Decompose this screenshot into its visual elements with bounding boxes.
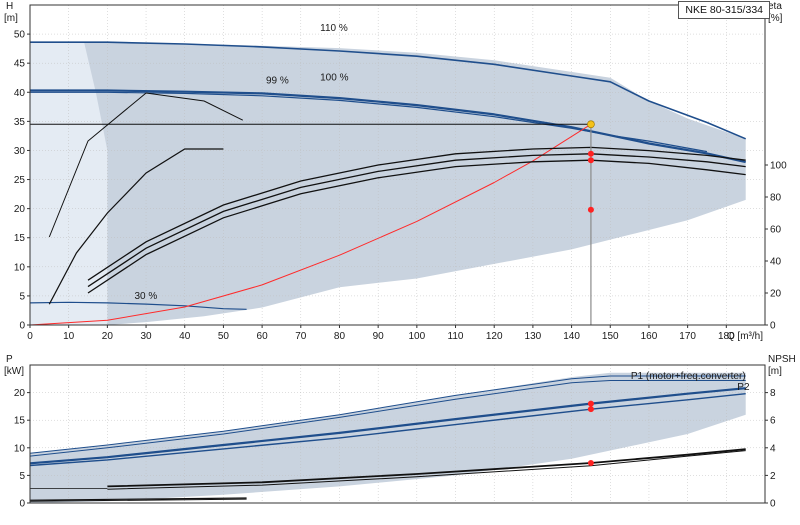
xtick-label: 70 — [295, 331, 307, 342]
head-ytick-label: 15 — [14, 233, 26, 244]
power-marker — [587, 406, 594, 413]
power-ytick-label: 20 — [14, 388, 26, 399]
head-y2label: eta — [768, 1, 782, 12]
power-series-P2-110 — [29, 380, 746, 457]
head-y2tick-label: 40 — [770, 257, 782, 268]
efficiency-eta-100c — [87, 153, 746, 288]
head-series-speed-100 — [30, 89, 746, 164]
power-ylabel: P — [6, 354, 13, 365]
speed-label: 100 % — [320, 73, 348, 84]
head-y2tick-label: 0 — [770, 321, 776, 332]
xtick-label: 80 — [334, 331, 346, 342]
head-ytick-label: 5 — [19, 291, 25, 302]
xtick-label: 110 — [448, 331, 464, 342]
power-y2label: NPSH — [768, 354, 796, 365]
series-label: P1 (motor+freq.converter) — [631, 371, 746, 382]
head-y2tick-label: 100 — [770, 161, 787, 172]
head-ytick-label: 20 — [14, 204, 26, 215]
power-y2tick-label: 8 — [770, 388, 776, 399]
power-y2tick-label: 2 — [770, 471, 776, 482]
xtick-label: 50 — [218, 331, 230, 342]
xtick-label: 90 — [373, 331, 385, 342]
xtick-label: 140 — [563, 331, 580, 342]
power-ytick-label: 15 — [14, 416, 26, 427]
panel-head — [27, 4, 768, 328]
head-ytick-label: 30 — [14, 146, 26, 157]
head-y2tick-label: 20 — [770, 289, 782, 300]
head-yunit: [m] — [4, 13, 18, 24]
head-ytick-label: 35 — [14, 117, 26, 128]
head-series-system-curve — [29, 123, 592, 326]
head-y2tick-label: 80 — [770, 193, 782, 204]
speed-label: 99 % — [266, 76, 289, 87]
power-series-P1-100 — [29, 387, 746, 465]
efficiency-eta-99 — [87, 159, 746, 294]
xtick-label: 30 — [140, 331, 152, 342]
power-y2unit: [m] — [768, 366, 782, 377]
pump-model-title: NKE 80-315/334 — [678, 1, 770, 19]
head-ytick-label: 0 — [19, 321, 25, 332]
npsh-npsh-b — [107, 450, 746, 490]
xtick-label: 20 — [102, 331, 114, 342]
head-ylabel: H — [6, 1, 13, 12]
xtick-label: 130 — [525, 331, 542, 342]
power-marker — [587, 459, 594, 466]
power-y2tick-label: 0 — [770, 499, 776, 510]
efficiency-eta-100a — [48, 148, 224, 305]
power-y2tick-label: 4 — [770, 443, 776, 454]
power-series-P-min — [29, 497, 247, 501]
speed-label: 30 % — [134, 291, 157, 302]
xtick-label: 100 — [408, 331, 425, 342]
power-series-P2-100 — [29, 393, 746, 467]
head-marker — [587, 157, 594, 164]
head-operating-range-light — [30, 42, 108, 326]
xtick-label: 40 — [179, 331, 191, 342]
power-frame — [29, 364, 766, 504]
head-operating-range — [30, 42, 746, 325]
xtick-label: 160 — [641, 331, 658, 342]
head-ytick-label: 45 — [14, 59, 26, 70]
xtick-label: 120 — [486, 331, 503, 342]
head-series-speed-110 — [30, 41, 747, 140]
power-ytick-label: 10 — [14, 443, 26, 454]
head-y2tick-label: 60 — [770, 225, 782, 236]
efficiency-eta-110 — [48, 92, 244, 238]
power-marker — [587, 400, 594, 407]
power-series-P1-110 — [29, 375, 746, 454]
speed-label: 110 % — [320, 23, 348, 34]
head-y2unit: [%] — [768, 13, 783, 24]
head-ytick-label: 50 — [14, 30, 26, 41]
power-ytick-label: 5 — [19, 471, 25, 482]
head-ytick-label: 10 — [14, 262, 26, 273]
head-series-speed-99 — [30, 91, 708, 153]
xtick-label: 10 — [63, 331, 75, 342]
efficiency-eta-100b — [87, 146, 746, 281]
xlabel: Q [m³/h] — [727, 331, 763, 342]
duty-point — [587, 120, 595, 129]
head-ytick-label: 25 — [14, 175, 26, 186]
head-marker — [587, 206, 594, 213]
power-ytick-label: 0 — [19, 499, 25, 510]
head-ytick-label: 40 — [14, 88, 26, 99]
power-yunit: [kW] — [4, 366, 24, 377]
power-series-P-min-b — [29, 498, 247, 502]
xtick-label: 0 — [27, 331, 33, 342]
xtick-label: 170 — [679, 331, 696, 342]
xtick-label: 180 — [718, 331, 735, 342]
head-marker — [587, 150, 594, 157]
npsh-npsh-a — [107, 448, 746, 488]
series-label: P2 — [737, 382, 750, 393]
xtick-label: 60 — [257, 331, 269, 342]
head-series-min-speed — [29, 301, 247, 310]
power-y2tick-label: 6 — [770, 416, 776, 427]
xtick-label: 150 — [602, 331, 619, 342]
panel-power — [27, 364, 768, 504]
